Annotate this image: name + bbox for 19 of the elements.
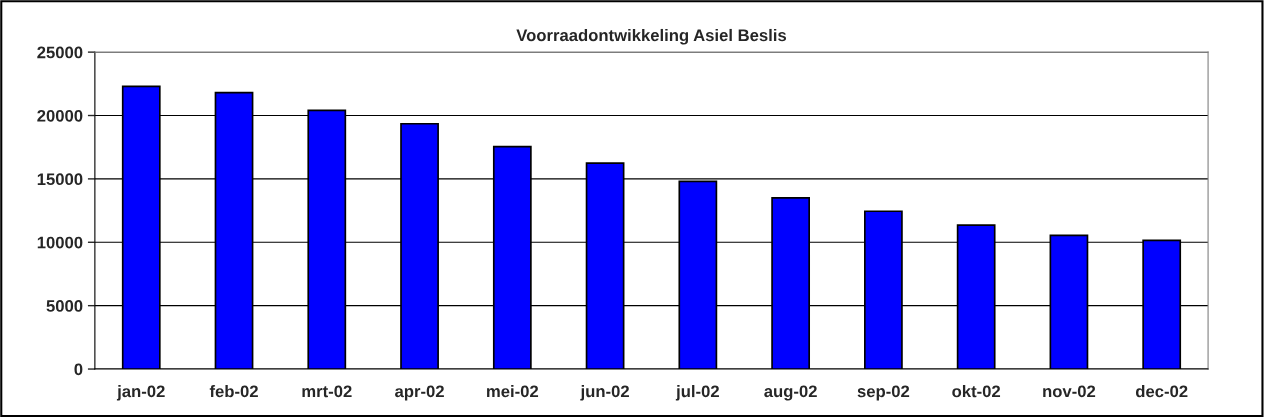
x-tick-label: sep-02	[857, 385, 910, 401]
y-tick-label: 20000	[37, 109, 83, 122]
x-tick-label: jun-02	[580, 385, 629, 401]
y-tick-label: 10000	[37, 236, 83, 249]
y-tick-label: 25000	[37, 46, 83, 59]
y-tick-label: 15000	[37, 173, 83, 186]
x-tick-label: dec-02	[1135, 385, 1188, 398]
x-tick-label: aug-02	[764, 385, 817, 401]
x-tick-label: jul-02	[675, 385, 719, 401]
chart-title: Voorraadontwikkeling Asiel Beslis	[516, 28, 787, 45]
y-tick-label: 5000	[46, 300, 83, 312]
x-tick-label: okt-02	[952, 385, 1001, 398]
x-tick-label: mei-02	[487, 385, 539, 398]
x-tick-label: jan-02	[116, 385, 165, 401]
x-tick-label: apr-02	[395, 385, 444, 401]
x-tick-label: nov-02	[1043, 385, 1096, 398]
x-tick-label: feb-02	[209, 385, 258, 398]
y-tick-label: 0	[74, 363, 83, 376]
x-tick-label: mrt-02	[302, 385, 352, 398]
